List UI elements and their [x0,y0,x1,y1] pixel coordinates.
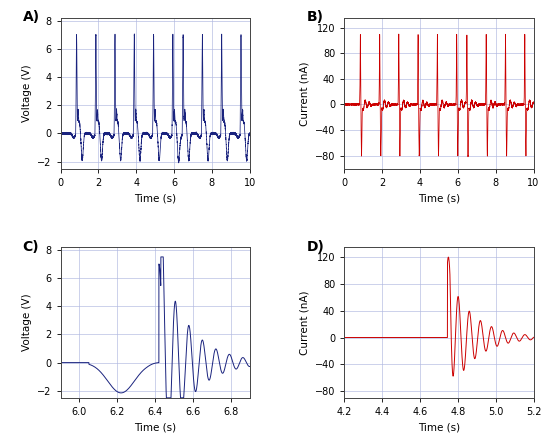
Text: B): B) [306,10,323,24]
Text: A): A) [23,10,40,24]
X-axis label: Time (s): Time (s) [418,422,460,432]
Y-axis label: Current (nA): Current (nA) [299,290,309,354]
Y-axis label: Voltage (V): Voltage (V) [21,294,31,351]
Text: C): C) [23,240,39,253]
X-axis label: Time (s): Time (s) [134,422,176,432]
Y-axis label: Current (nA): Current (nA) [299,61,309,126]
Text: D): D) [306,240,324,253]
Y-axis label: Voltage (V): Voltage (V) [21,64,31,122]
X-axis label: Time (s): Time (s) [134,193,176,203]
X-axis label: Time (s): Time (s) [418,193,460,203]
